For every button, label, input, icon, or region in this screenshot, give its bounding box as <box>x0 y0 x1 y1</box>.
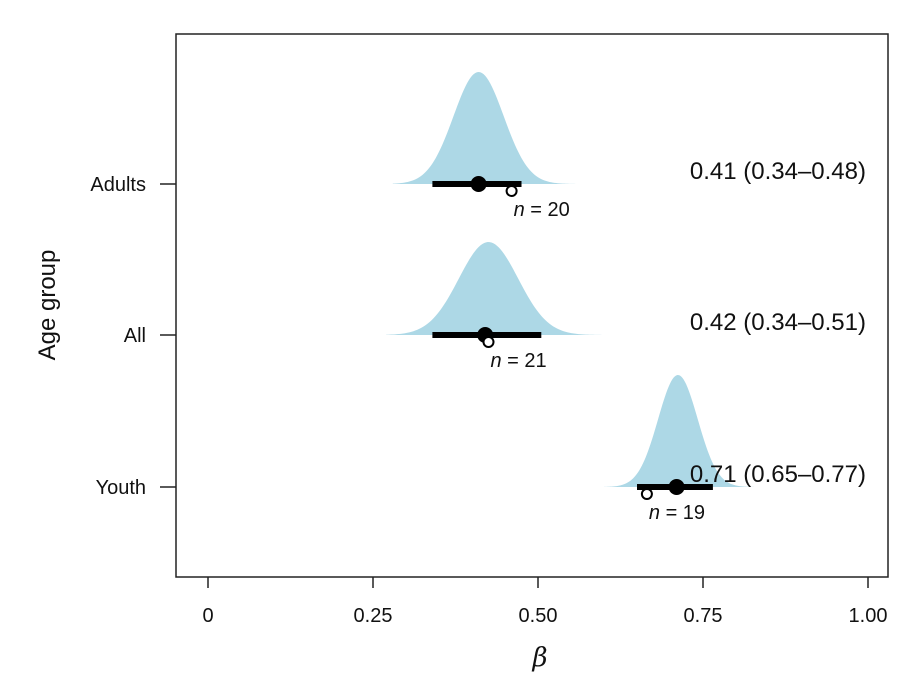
x-tick-label: 0.75 <box>684 605 723 627</box>
density-adults <box>392 72 591 184</box>
y-axis-title: Age group <box>34 250 61 361</box>
density-all <box>386 242 604 335</box>
y-axis: Adults All Youth <box>90 174 176 499</box>
estimate-point-adults <box>470 176 487 192</box>
open-point-youth <box>640 488 653 500</box>
x-tick-label: 0 <box>202 605 213 627</box>
y-tick-label: Adults <box>90 174 146 196</box>
n-label-all: n = 21 <box>491 350 547 372</box>
n-label-adults: n = 20 <box>514 199 570 221</box>
open-point-adults <box>505 185 518 197</box>
x-axis: 0 0.25 0.50 0.75 1.00 <box>202 577 887 627</box>
n-label-youth: n = 19 <box>649 502 705 524</box>
y-tick-label: All <box>124 325 146 347</box>
open-point-all <box>482 336 495 348</box>
density-youth <box>604 375 756 487</box>
x-tick-label: 0.50 <box>519 605 558 627</box>
plot-frame <box>175 33 889 578</box>
estimate-label-youth: 0.71 (0.65–0.77) <box>690 461 866 488</box>
y-tick-label: Youth <box>96 477 146 499</box>
chart-marks: n = 20 0.41 (0.34–0.48) n = 21 0.42 (0.34–0… <box>386 72 866 524</box>
estimate-label-adults: 0.41 (0.34–0.48) <box>690 158 866 185</box>
estimate-label-all: 0.42 (0.34–0.51) <box>690 309 866 336</box>
x-axis-title: β <box>531 643 547 673</box>
estimate-point-youth <box>668 479 685 495</box>
x-tick-label: 1.00 <box>849 605 888 627</box>
x-tick-label: 0.25 <box>354 605 393 627</box>
